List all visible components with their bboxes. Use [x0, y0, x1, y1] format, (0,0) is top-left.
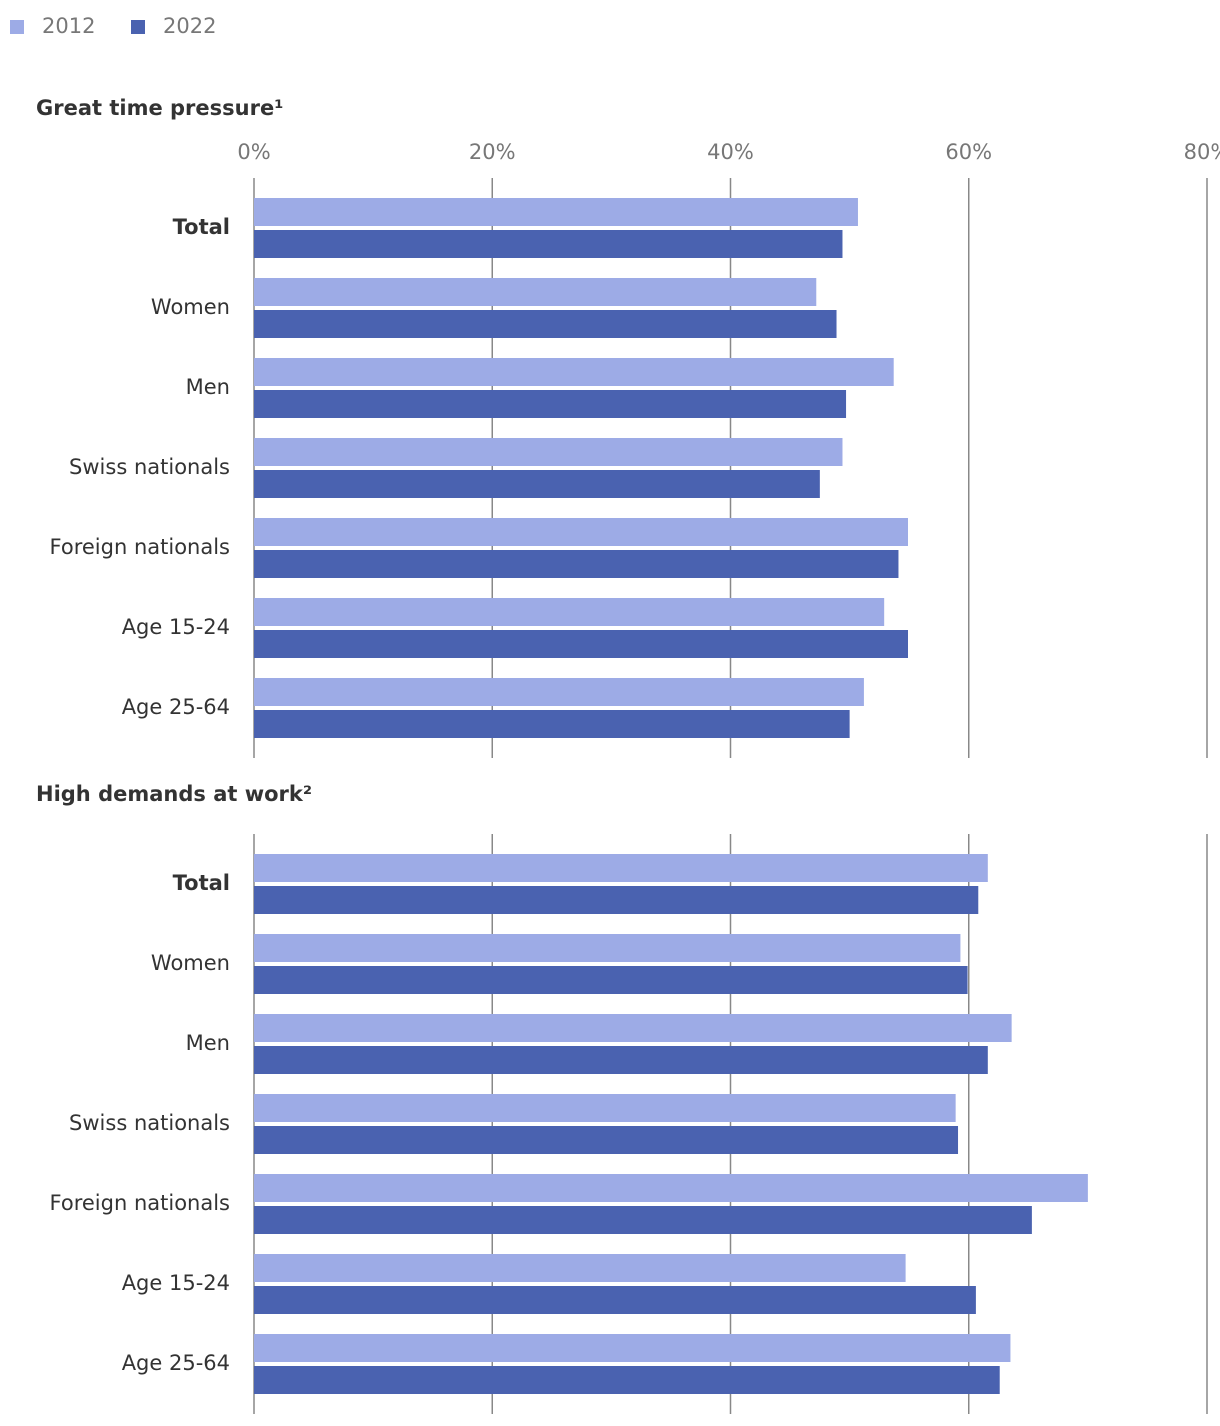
bar [254, 1206, 1032, 1234]
chart-title: High demands at work² [36, 782, 312, 806]
x-tick-label: 60% [945, 140, 992, 164]
y-tick-label: Total [173, 871, 230, 895]
bar [254, 1014, 1012, 1042]
bar [254, 230, 843, 258]
x-tick-label: 80% [1184, 140, 1220, 164]
bar [254, 518, 908, 546]
y-tick-label: Age 25-64 [122, 695, 230, 719]
bar [254, 1286, 976, 1314]
bar [254, 966, 968, 994]
y-tick-label: Foreign nationals [50, 535, 230, 559]
x-tick-label: 20% [469, 140, 516, 164]
y-tick-label: Foreign nationals [50, 1191, 230, 1215]
bar [254, 438, 843, 466]
bar [254, 470, 820, 498]
bar [254, 1366, 1000, 1394]
legend-label: 2022 [163, 14, 216, 38]
bar [254, 934, 961, 962]
bar [254, 198, 858, 226]
bar [254, 1046, 988, 1074]
bar [254, 1334, 1011, 1362]
bar [254, 1126, 959, 1154]
x-tick-label: 0% [237, 140, 270, 164]
chart-title: Great time pressure¹ [36, 96, 283, 120]
y-tick-label: Total [173, 215, 230, 239]
bar [254, 278, 817, 306]
y-tick-label: Swiss nationals [69, 1111, 230, 1135]
bar [254, 630, 908, 658]
bar [254, 854, 988, 882]
bar [254, 1094, 956, 1122]
y-tick-label: Swiss nationals [69, 455, 230, 479]
x-tick-label: 40% [707, 140, 754, 164]
y-tick-label: Women [151, 951, 230, 975]
bar [254, 710, 850, 738]
y-tick-label: Age 15-24 [122, 1271, 230, 1295]
y-tick-label: Age 25-64 [122, 1351, 230, 1375]
bar [254, 1174, 1088, 1202]
bar [254, 598, 885, 626]
bar [254, 1254, 906, 1282]
legend-swatch [131, 20, 145, 34]
bar [254, 886, 979, 914]
legend-swatch [10, 20, 24, 34]
bar [254, 390, 847, 418]
y-tick-label: Men [186, 375, 230, 399]
y-tick-label: Men [186, 1031, 230, 1055]
bar [254, 358, 894, 386]
bar [254, 678, 864, 706]
y-tick-label: Women [151, 295, 230, 319]
bar [254, 310, 837, 338]
legend-label: 2012 [42, 14, 95, 38]
y-tick-label: Age 15-24 [122, 615, 230, 639]
bar [254, 550, 899, 578]
